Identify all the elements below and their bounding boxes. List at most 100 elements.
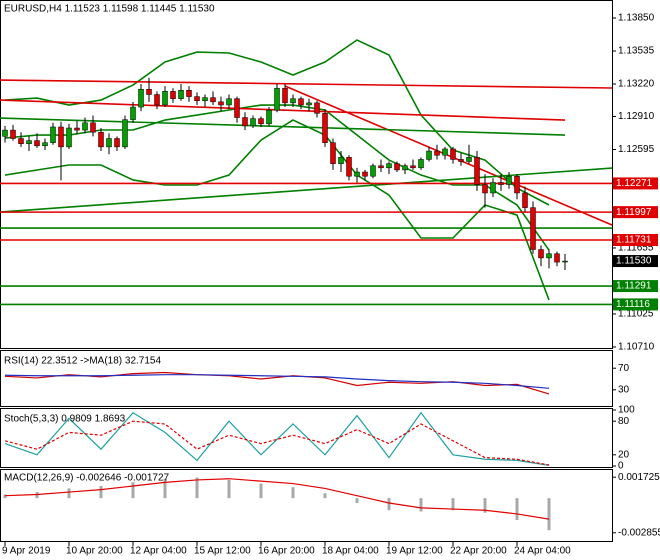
macd-panel	[0, 469, 613, 542]
macd-bar	[3, 494, 7, 499]
candle-body	[138, 89, 144, 108]
candle-body	[522, 192, 528, 208]
level-label-box	[613, 280, 658, 293]
candle-body	[338, 157, 344, 164]
candle-body	[42, 142, 48, 147]
candle-body	[114, 138, 120, 148]
x-tick-label: 12 Apr 04:00	[130, 546, 187, 557]
candle-body	[98, 131, 104, 148]
level-label: 1.11291	[616, 281, 652, 292]
candle-body	[170, 91, 176, 99]
candle-body	[346, 157, 352, 177]
candle-body	[450, 148, 456, 160]
candle-body	[394, 163, 400, 171]
candle-body	[538, 249, 544, 259]
level-label: 1.12271	[616, 178, 653, 189]
x-tick-label: 18 Apr 04:00	[322, 546, 379, 557]
price-panel	[0, 0, 613, 349]
level-label: 1.11116	[616, 299, 650, 310]
y-tick-label: 100	[618, 405, 635, 416]
macd-bar	[291, 487, 295, 499]
candle-body	[82, 122, 88, 131]
candle-body	[34, 140, 40, 147]
macd-bar	[419, 498, 423, 512]
level-label: 1.11731	[616, 235, 652, 246]
y-tick-label: 1.13850	[618, 13, 655, 24]
panel-title: MACD(12,26,9) -0.002646 -0.001727	[4, 473, 170, 484]
x-tick-label: 22 Apr 20:00	[450, 546, 507, 557]
bollinger-upper	[4, 39, 550, 206]
trendline	[0, 99, 566, 121]
level-label: 1.11997	[616, 207, 652, 218]
candle-body	[154, 94, 160, 106]
y-tick-label: 1.13535	[618, 46, 655, 57]
macd-bar	[99, 485, 103, 499]
bollinger-lower	[4, 119, 550, 301]
candle-body	[2, 129, 8, 137]
candle-body	[258, 118, 264, 125]
rsi-panel	[0, 350, 613, 407]
candle-body	[370, 165, 376, 177]
candle-body	[306, 102, 312, 106]
candle-body	[146, 89, 152, 95]
candle-body	[498, 182, 504, 185]
candle-body	[218, 101, 224, 106]
candle-body	[122, 119, 128, 148]
candle-body	[194, 96, 200, 102]
candle-body	[282, 87, 288, 104]
candle-body	[410, 165, 416, 169]
candle-body	[90, 122, 96, 133]
y-tick-label: 1.13220	[618, 79, 655, 90]
macd-bar	[483, 498, 487, 513]
candle-body	[178, 90, 184, 99]
panel-title: RSI(14) 22.3512 ->MA(18) 32.7154	[4, 356, 161, 367]
macd-bar	[355, 498, 359, 503]
candle-body	[378, 165, 384, 169]
candle-body	[530, 207, 536, 250]
macd-bar	[131, 482, 135, 499]
last-price-box	[613, 255, 658, 268]
candle-body	[362, 171, 368, 177]
candle-body	[458, 159, 464, 162]
y-tick-label: 30	[618, 384, 630, 395]
panel-title: Stoch(5,3,3) 0.9809 1.8693	[4, 414, 126, 425]
candle-body	[130, 106, 136, 120]
candle-body	[314, 102, 320, 114]
y-tick-label: 20	[618, 449, 630, 460]
last-price-label: 1.11530	[616, 256, 652, 267]
candle-body	[490, 182, 496, 194]
trendline	[0, 167, 613, 213]
indicator-line	[4, 411, 550, 467]
y-tick-label: 1.11025	[618, 309, 654, 320]
indicator-line	[4, 420, 550, 466]
indicator-line	[4, 374, 550, 389]
candle-body	[290, 98, 296, 104]
y-tick-label: 70	[618, 363, 630, 374]
candle-body	[562, 260, 568, 263]
x-tick-label: 24 Apr 04:00	[514, 546, 571, 557]
x-tick-label: 19 Apr 12:00	[386, 546, 443, 557]
macd-bar	[227, 479, 231, 499]
trendline	[284, 85, 613, 226]
level-label-box	[613, 177, 658, 190]
y-tick-label: 1.12910	[618, 111, 655, 122]
macd-bar	[515, 498, 519, 520]
panel-title: EURUSD,H4 1.11523 1.11598 1.11445 1.1153…	[4, 4, 215, 15]
stoch-panel	[0, 408, 613, 468]
candle-body	[250, 118, 256, 127]
macd-bar	[451, 498, 455, 511]
macd-bar	[259, 483, 263, 499]
candle-body	[210, 97, 216, 103]
level-label-box	[613, 233, 658, 246]
trendline	[0, 117, 566, 136]
candle-body	[506, 175, 512, 185]
candle-body	[482, 184, 488, 194]
candle-body	[18, 138, 24, 144]
x-tick-label: 16 Apr 20:00	[258, 546, 315, 557]
candle-body	[434, 150, 440, 156]
candle-body	[186, 90, 192, 97]
trendline	[0, 79, 613, 89]
candle-body	[162, 91, 168, 106]
